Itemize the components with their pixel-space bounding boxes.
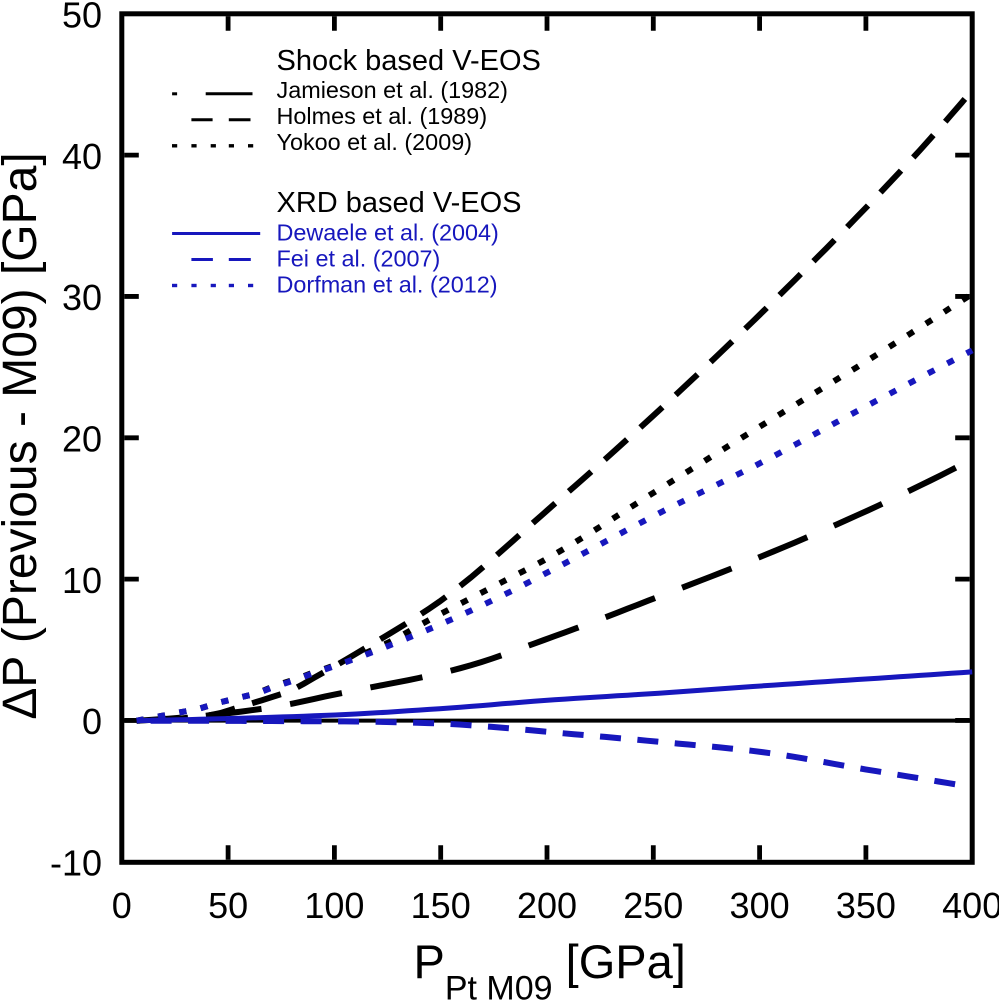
svg-text:250: 250: [623, 885, 683, 926]
svg-text:400: 400: [942, 885, 999, 926]
svg-text:350: 350: [836, 885, 896, 926]
svg-text:Yokoo et al. (2009): Yokoo et al. (2009): [277, 129, 473, 155]
svg-text:50: 50: [62, 0, 102, 36]
svg-text:Jamieson et al. (1982): Jamieson et al. (1982): [277, 77, 508, 103]
svg-text:XRD based V-EOS: XRD based V-EOS: [277, 187, 522, 219]
svg-text:Fei et al. (2007): Fei et al. (2007): [277, 246, 441, 272]
svg-text:0: 0: [82, 701, 102, 742]
svg-text:-10: -10: [50, 843, 102, 884]
svg-text:Holmes et al. (1989): Holmes et al. (1989): [277, 103, 488, 129]
svg-text:20: 20: [62, 419, 102, 460]
svg-text:100: 100: [304, 885, 364, 926]
svg-text:ΔP (Previous - M09) [GPa]: ΔP (Previous - M09) [GPa]: [0, 152, 47, 719]
svg-text:200: 200: [517, 885, 577, 926]
svg-text:300: 300: [730, 885, 790, 926]
svg-text:Dewaele et al. (2004): Dewaele et al. (2004): [277, 220, 499, 246]
svg-text:0: 0: [112, 885, 132, 926]
svg-text:10: 10: [62, 560, 102, 601]
svg-text:40: 40: [62, 136, 102, 177]
svg-text:Dorfman et al. (2012): Dorfman et al. (2012): [277, 272, 498, 298]
svg-text:Shock based V-EOS: Shock based V-EOS: [277, 45, 541, 77]
svg-text:50: 50: [208, 885, 248, 926]
svg-text:150: 150: [411, 885, 471, 926]
svg-text:30: 30: [62, 277, 102, 318]
